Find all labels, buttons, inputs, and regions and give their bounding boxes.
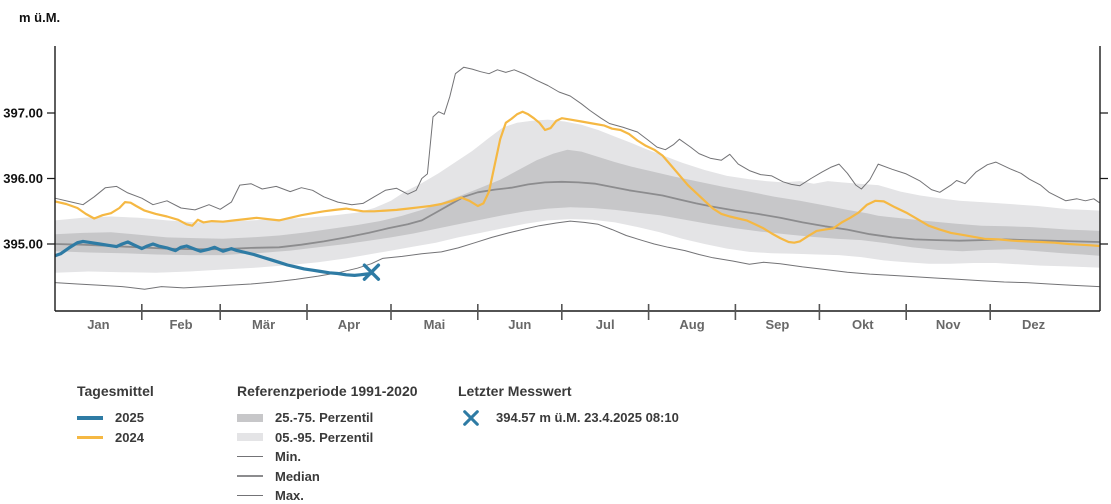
legend-item-label: Min.: [275, 449, 301, 465]
month-label: Nov: [936, 317, 961, 332]
month-label: Okt: [852, 317, 874, 332]
y-tick-label: 397.00: [3, 106, 43, 121]
min-line-swatch-icon: [237, 456, 263, 458]
line-2025-swatch-icon: [77, 415, 103, 420]
legend-item-label: 05.-95. Perzentil: [275, 429, 374, 445]
legend-item-label: 2025: [115, 410, 144, 426]
last-measurement-x-icon: [458, 409, 484, 427]
max-line-swatch-icon: [237, 495, 263, 497]
legend-item-label: Max.: [275, 488, 304, 504]
legend-item-2024: 2024: [77, 428, 154, 448]
legend-title-letzter-messwert: Letzter Messwert: [458, 383, 572, 399]
legend-item-median: Median: [237, 467, 418, 487]
legend-item-last-measurement: 394.57 m ü.M. 23.4.2025 08:10: [458, 408, 679, 428]
legend-title-referenzperiode: Referenzperiode 1991-2020: [237, 383, 418, 399]
median-line-swatch-icon: [237, 475, 263, 478]
legend-column-letzter-messwert: Letzter Messwert 394.57 m ü.M. 23.4.2025…: [458, 383, 679, 428]
month-label: Jun: [508, 317, 531, 332]
line-2024-swatch-icon: [77, 435, 103, 439]
month-label: Mai: [424, 317, 446, 332]
band-25-75-perzentil: [55, 149, 1100, 256]
month-label: Sep: [765, 317, 789, 332]
month-label: Apr: [338, 317, 360, 332]
water-level-chart[interactable]: 397.00 396.00 395.00 Jan Feb Mär Apr Mai Jun Jul A…: [0, 0, 1111, 350]
tagesmittel-2025-line: [54, 239, 372, 277]
last-measurement-marker: [362, 263, 381, 281]
legend-item-perzentil-05-95: 05.-95. Perzentil: [237, 428, 418, 448]
month-label: Jan: [87, 317, 109, 332]
legend-item-perzentil-25-75: 25.-75. Perzentil: [237, 408, 418, 428]
band-dark-swatch-icon: [237, 413, 263, 422]
min-line: [54, 220, 1100, 290]
median-line: [54, 180, 1100, 251]
month-label: Jul: [596, 317, 615, 332]
tagesmittel-2024-line: [54, 110, 1100, 248]
band-light-swatch-icon: [237, 433, 263, 442]
y-tick-label: 395.00: [3, 237, 43, 252]
month-label: Mär: [252, 317, 275, 332]
legend-item-label: Median: [275, 468, 320, 484]
month-label: Dez: [1022, 317, 1046, 332]
month-label: Feb: [169, 317, 192, 332]
y-axis-unit-label: m ü.M.: [19, 10, 61, 25]
legend-title-tagesmittel: Tagesmittel: [77, 383, 154, 399]
legend-item-min: Min.: [237, 447, 418, 467]
legend-item-label: 2024: [115, 429, 144, 445]
legend-item-label: 25.-75. Perzentil: [275, 410, 374, 426]
month-label: Aug: [679, 317, 704, 332]
y-tick-label: 396.00: [3, 171, 43, 186]
max-line: [54, 66, 1100, 211]
legend-item-2025: 2025: [77, 408, 154, 428]
legend-item-max: Max.: [237, 486, 418, 504]
legend-column-referenzperiode: Referenzperiode 1991-2020 25.-75. Perzen…: [237, 383, 418, 504]
legend-item-label: 394.57 m ü.M. 23.4.2025 08:10: [496, 410, 679, 426]
legend-column-tagesmittel: Tagesmittel 2025 2024: [77, 383, 154, 447]
